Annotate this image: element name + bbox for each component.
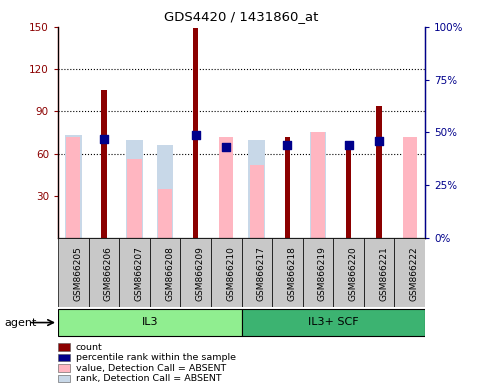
Bar	[250, 165, 264, 238]
Text: GSM866217: GSM866217	[257, 247, 266, 301]
Bar	[58, 354, 70, 361]
Bar	[119, 238, 150, 307]
Point	[222, 144, 230, 150]
Bar	[88, 238, 119, 307]
Bar	[272, 238, 303, 307]
Bar	[311, 132, 325, 238]
Text: GSM866207: GSM866207	[134, 247, 143, 301]
Point	[192, 131, 199, 138]
Bar	[242, 309, 425, 336]
Text: GSM866209: GSM866209	[196, 247, 205, 301]
Text: GSM866221: GSM866221	[379, 247, 388, 301]
Text: GSM866205: GSM866205	[73, 247, 82, 301]
Text: GSM866208: GSM866208	[165, 247, 174, 301]
Point	[100, 136, 108, 142]
Bar	[126, 139, 143, 238]
Bar	[58, 364, 70, 372]
Text: GSM866220: GSM866220	[349, 247, 357, 301]
Bar	[150, 238, 180, 307]
Bar	[158, 189, 172, 238]
Text: GSM866222: GSM866222	[410, 247, 419, 301]
Bar	[310, 132, 327, 238]
Point	[284, 142, 291, 148]
Bar	[219, 137, 233, 238]
Bar	[58, 343, 70, 351]
Text: GSM866206: GSM866206	[104, 247, 113, 301]
Bar	[248, 139, 265, 238]
Bar	[364, 238, 395, 307]
Point	[345, 142, 353, 148]
Bar	[346, 149, 351, 238]
Bar	[66, 137, 80, 238]
Bar	[403, 137, 417, 238]
Bar	[376, 106, 382, 238]
Bar	[180, 238, 211, 307]
Bar	[395, 238, 425, 307]
Bar	[128, 159, 142, 238]
Text: IL3: IL3	[142, 317, 158, 327]
Text: value, Detection Call = ABSENT: value, Detection Call = ABSENT	[75, 364, 226, 372]
Text: count: count	[75, 343, 102, 351]
Text: GSM866210: GSM866210	[226, 247, 235, 301]
Text: percentile rank within the sample: percentile rank within the sample	[75, 353, 236, 362]
Bar	[58, 375, 70, 382]
Text: IL3+ SCF: IL3+ SCF	[308, 317, 358, 327]
Bar	[242, 238, 272, 307]
Point	[375, 138, 383, 144]
Bar	[58, 238, 88, 307]
Text: GDS4420 / 1431860_at: GDS4420 / 1431860_at	[164, 10, 319, 23]
Text: GSM866218: GSM866218	[287, 247, 297, 301]
Bar	[333, 238, 364, 307]
Bar	[58, 309, 242, 336]
Text: rank, Detection Call = ABSENT: rank, Detection Call = ABSENT	[75, 374, 221, 383]
Bar	[303, 238, 333, 307]
Bar	[193, 28, 199, 238]
Text: agent: agent	[5, 318, 37, 328]
Bar	[156, 145, 173, 238]
Bar	[284, 137, 290, 238]
Text: GSM866219: GSM866219	[318, 247, 327, 301]
Bar	[101, 90, 107, 238]
Bar	[65, 135, 82, 238]
Bar	[211, 238, 242, 307]
